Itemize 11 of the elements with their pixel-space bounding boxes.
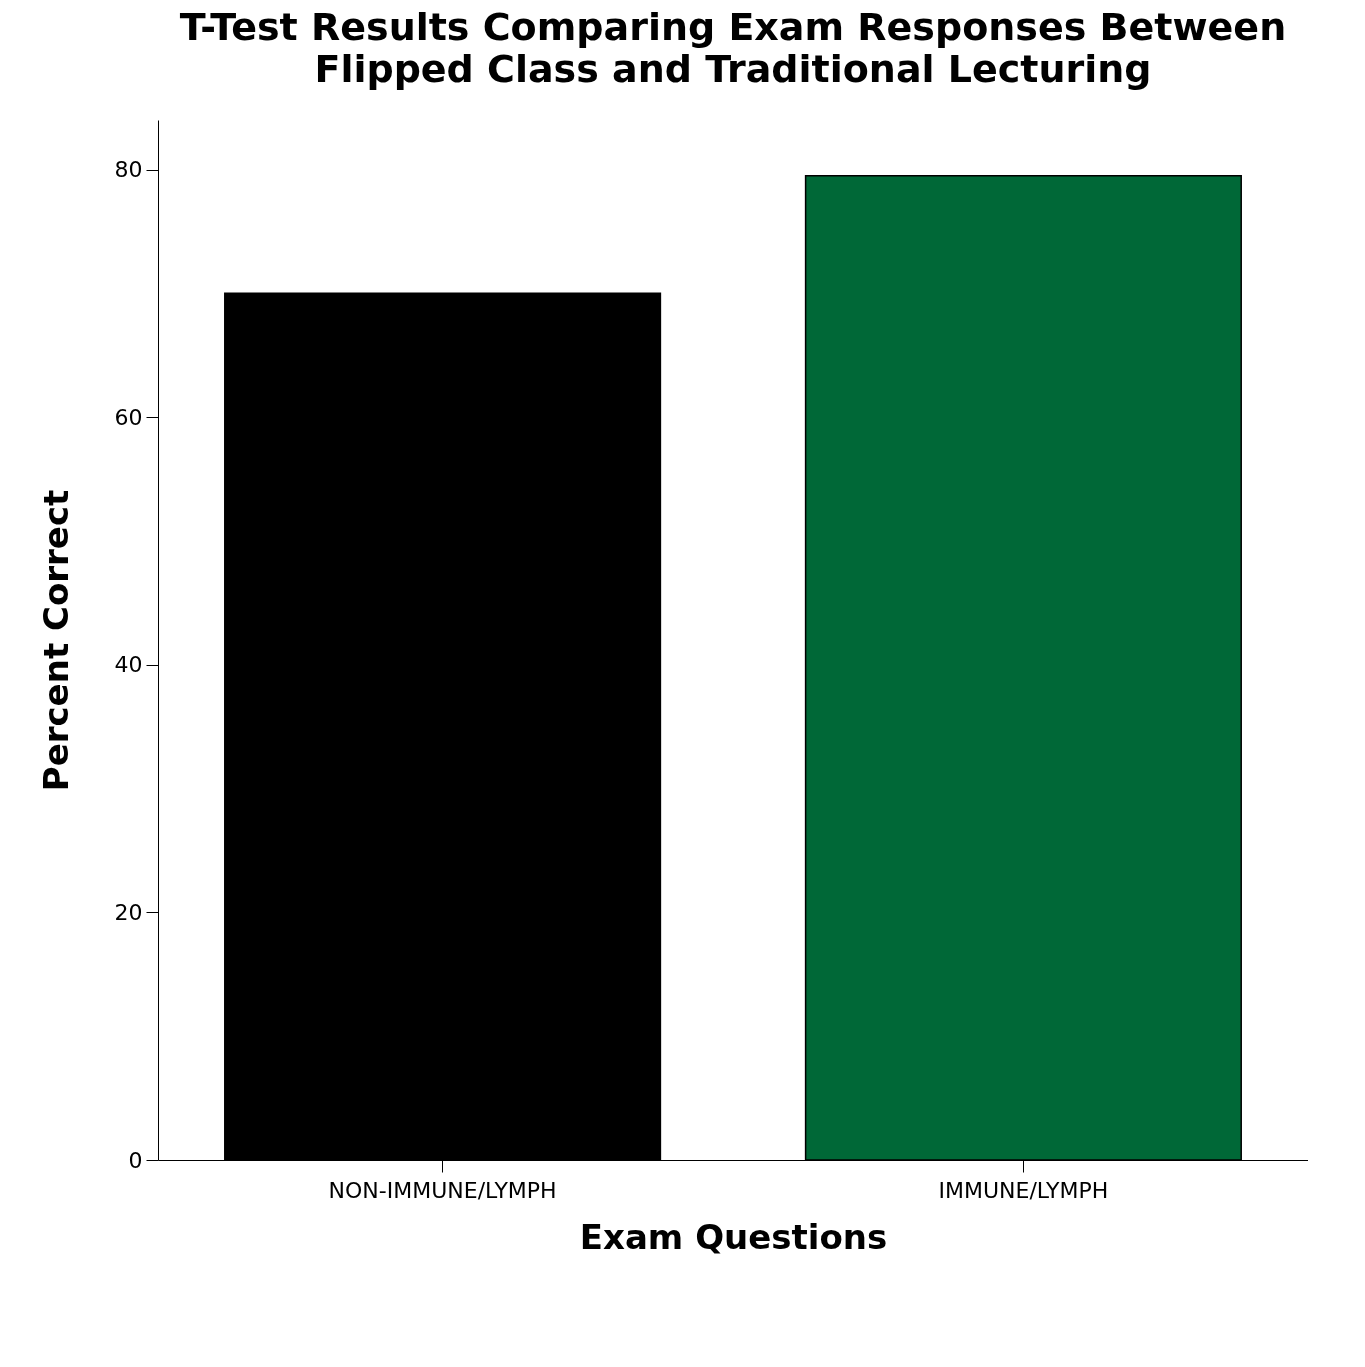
x-tick-label: NON-IMMUNE/LYMPH bbox=[328, 1177, 557, 1203]
x-tick-label: IMMUNE/LYMPH bbox=[938, 1177, 1109, 1203]
y-tick-label: 60 bbox=[114, 404, 143, 430]
y-tick-label: 0 bbox=[128, 1147, 143, 1173]
text: Flipped Class and Traditional Lecturing bbox=[314, 47, 1152, 91]
y-axis-title: Percent Correct bbox=[35, 489, 76, 792]
y-tick-label: 20 bbox=[114, 899, 143, 925]
y-tick-label: 80 bbox=[114, 157, 143, 183]
x-axis-title: Exam Questions bbox=[579, 1216, 888, 1257]
y-tick-label: 40 bbox=[114, 652, 143, 678]
text: T-Test Results Comparing Exam Responses Between bbox=[179, 5, 1287, 49]
